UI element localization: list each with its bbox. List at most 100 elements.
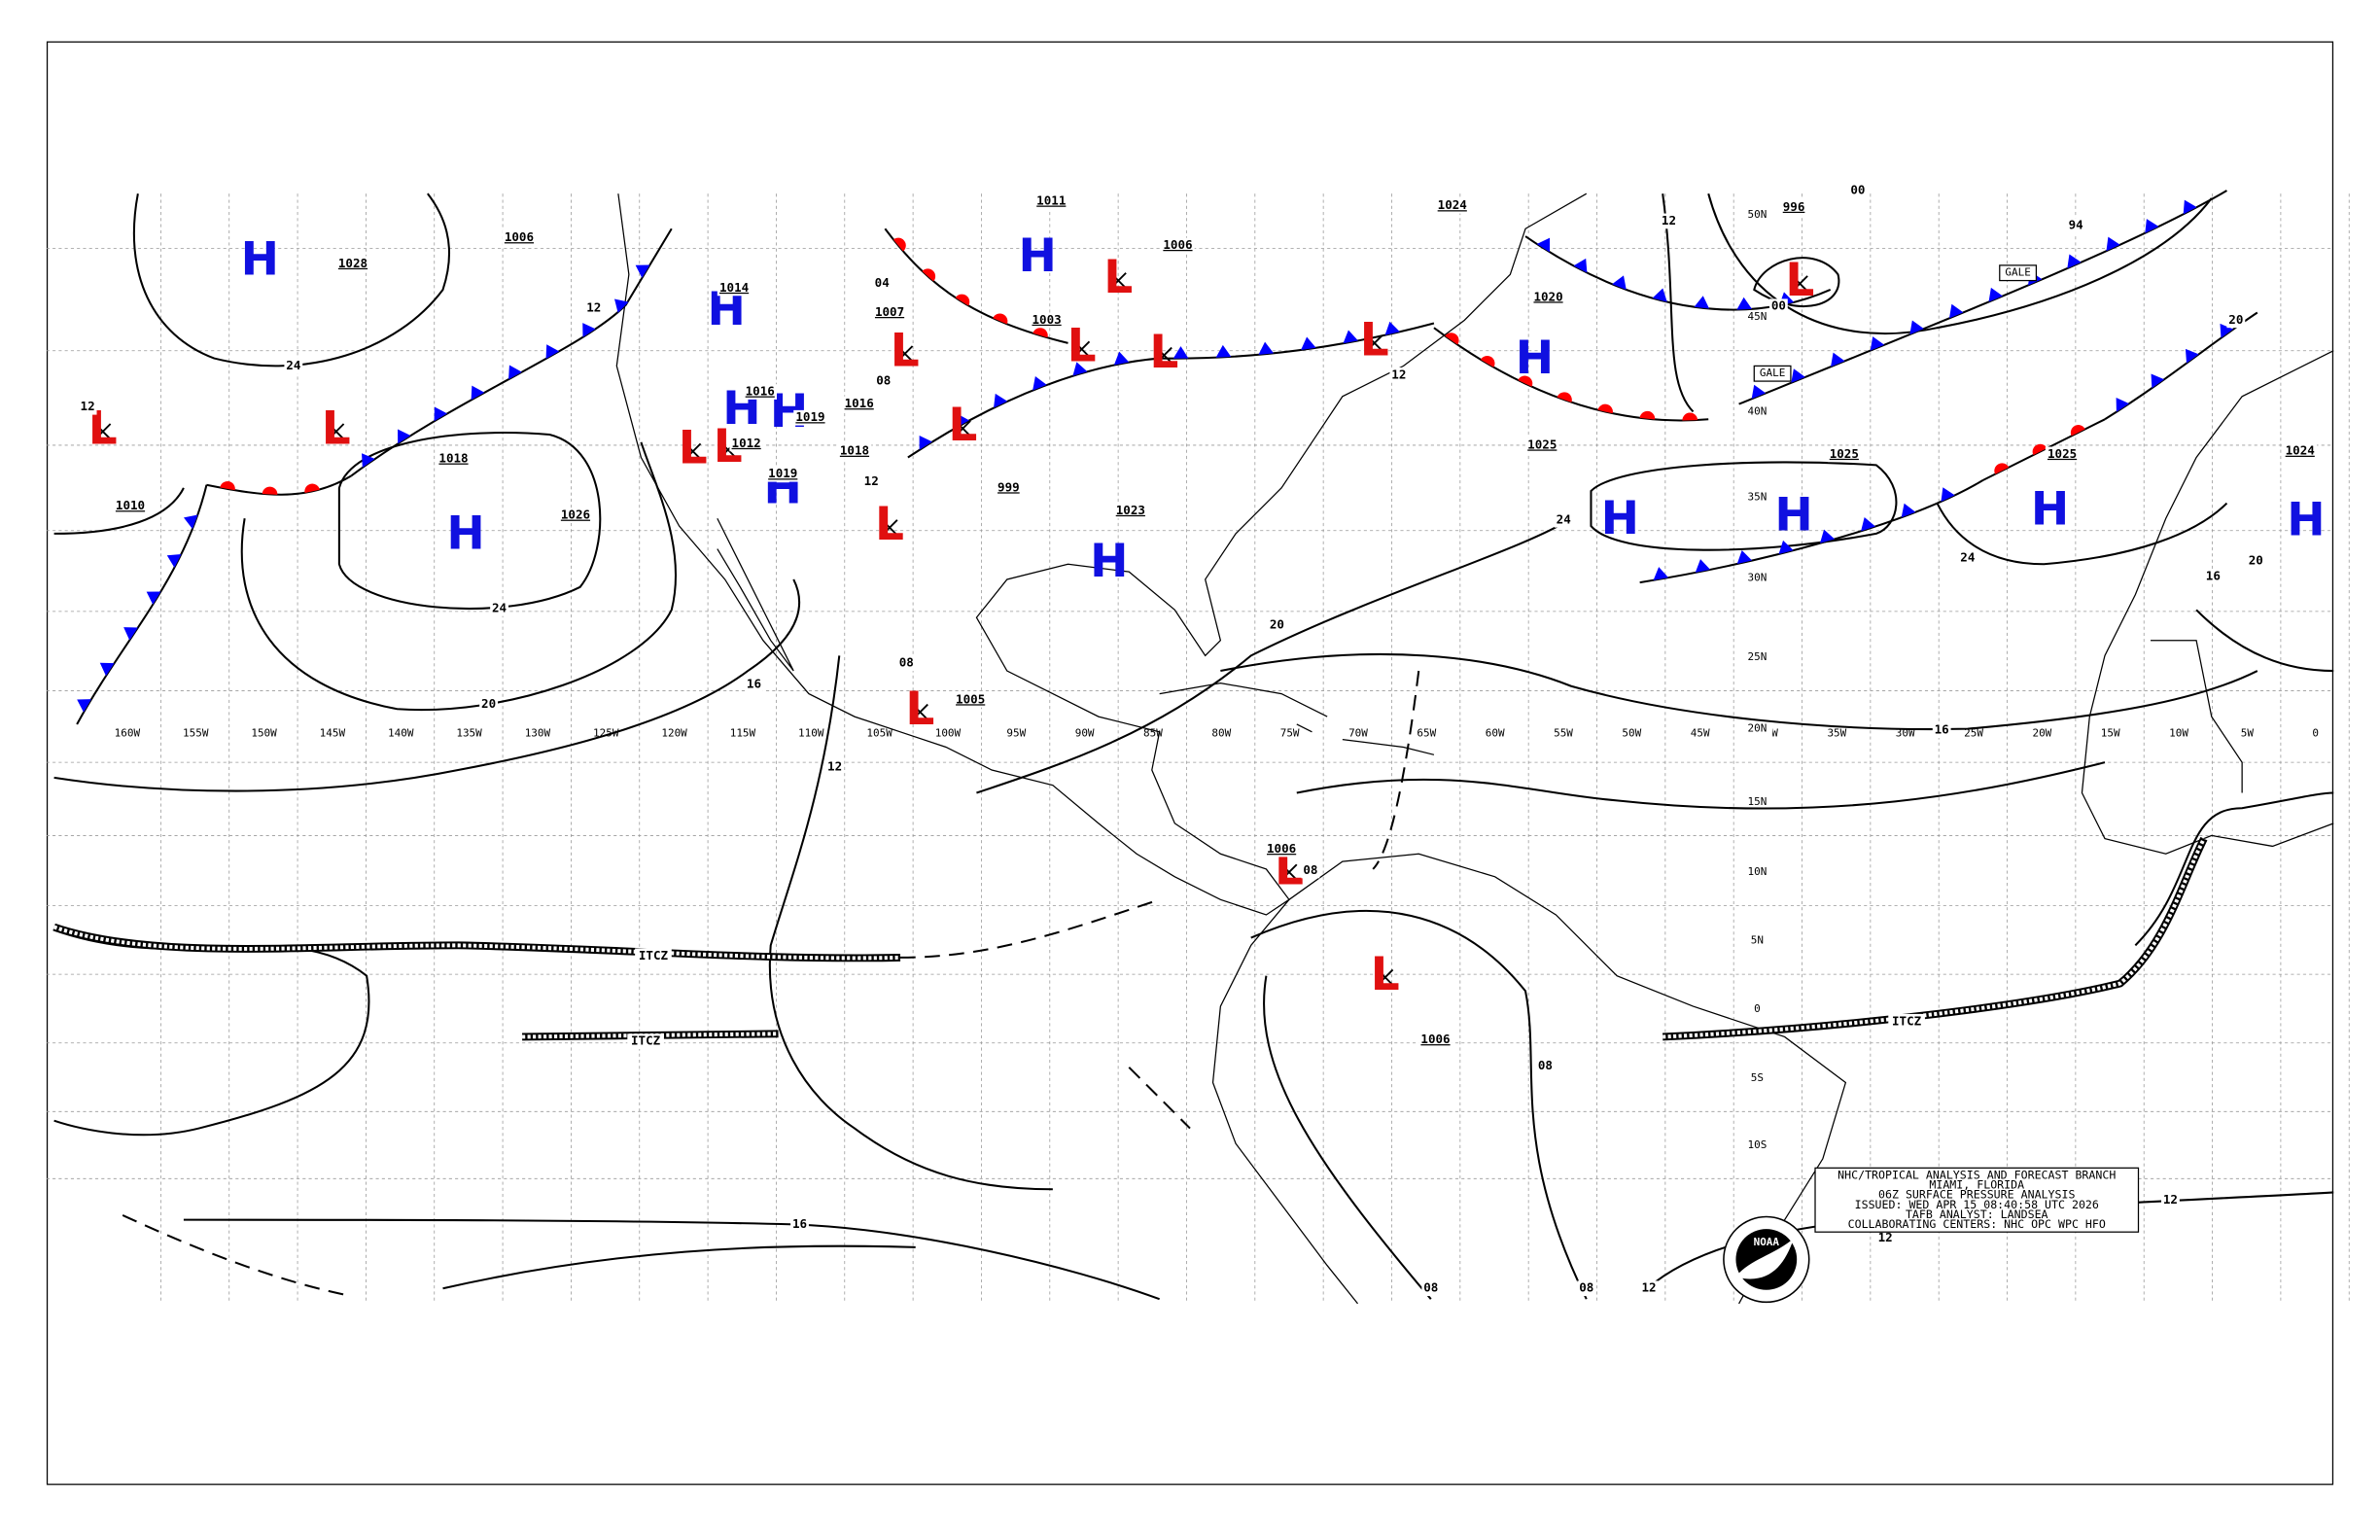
warm-front-pip <box>1994 463 2010 474</box>
pressure-label-bg <box>1034 193 1068 209</box>
itcz-label-bg <box>627 1033 664 1050</box>
gale-label: GALE <box>1760 367 1785 379</box>
isobar-label-bg <box>2066 218 2085 233</box>
cold-front-pip <box>1941 487 1955 502</box>
pressure-value: 996 <box>1783 199 1805 214</box>
cold-front-pip <box>1215 344 1232 358</box>
pressure-center: H <box>1601 492 1639 545</box>
trough <box>122 1214 352 1298</box>
isobar <box>1936 502 2228 566</box>
isobar-value: 12 <box>1662 213 1676 228</box>
warm-front-pip <box>220 481 235 491</box>
pressure-value: 1006 <box>1420 1032 1450 1046</box>
warm-front-pip <box>304 483 320 494</box>
isobar-value: 08 <box>1303 862 1317 877</box>
warm-front-pip <box>993 313 1008 325</box>
lon-label-bg <box>2300 725 2331 742</box>
isobar-label-bg <box>825 759 844 775</box>
lon-label-bg <box>727 725 758 742</box>
pressure-center: L <box>1103 251 1133 304</box>
low-center-x <box>881 519 898 537</box>
isobar-value: 20 <box>2249 553 2263 568</box>
lon-label-bg <box>863 725 895 742</box>
fronts <box>76 190 2258 725</box>
cold-front-pip <box>1819 529 1836 543</box>
lon-label: 95W <box>1006 726 1026 739</box>
lon-label-bg <box>248 725 280 742</box>
lon-label: 90W <box>1075 726 1095 739</box>
lat-label-bg <box>1741 403 1773 420</box>
isobar <box>1220 652 2258 731</box>
lon-label-bg <box>2026 725 2058 742</box>
isobar <box>1250 909 1588 1300</box>
africa-europe-coast <box>2081 350 2334 855</box>
low-center-x <box>896 345 914 363</box>
warm-front-pip <box>262 486 278 495</box>
lat-label-bg <box>1741 864 1773 880</box>
lon-label-bg <box>1616 725 1648 742</box>
isobar-label-bg <box>1768 298 1788 315</box>
pressure-label-bg <box>793 409 827 426</box>
pressure-value: 1018 <box>438 451 468 466</box>
lon-label-bg <box>2163 725 2194 742</box>
pressure-value: 1006 <box>505 229 534 244</box>
cold-front-pip <box>1172 346 1189 359</box>
cold-front-pip <box>1870 336 1885 351</box>
itcz-label: ITCZ <box>631 1033 661 1048</box>
pressure-label-bg <box>437 451 471 467</box>
lon-label: 80W <box>1211 726 1231 739</box>
pressure-value: 1018 <box>840 443 869 458</box>
pressure-center: L <box>1785 254 1814 307</box>
lon-label: 130W <box>525 726 551 739</box>
pressure-label-bg <box>1161 237 1195 254</box>
warm-front-pip <box>1445 332 1459 345</box>
isobar <box>183 1218 1160 1301</box>
pressure-label-bg <box>1435 197 1470 214</box>
pressure-value: 1024 <box>1438 197 1467 212</box>
itcz-label-bg <box>1888 1013 1925 1030</box>
cold-front-pip <box>1612 275 1627 290</box>
isobar-label-bg <box>1577 1280 1596 1297</box>
cold-front <box>907 357 1160 459</box>
isobar <box>337 432 602 611</box>
pressure-center: L <box>1149 326 1178 379</box>
cold-front-pip <box>1652 288 1667 302</box>
pressure-label-bg <box>1776 199 1811 216</box>
isobar-label-bg <box>1932 722 1951 739</box>
isobar-label-bg <box>1554 511 1573 528</box>
pressure-label-bg <box>1525 438 1559 453</box>
cold-front-pip <box>1343 330 1358 344</box>
pressure-value: 1019 <box>795 409 824 424</box>
isobar-value: 16 <box>747 677 761 691</box>
pressure-value: 1010 <box>116 498 145 512</box>
lon-label-bg <box>112 725 143 742</box>
trough <box>1128 1067 1191 1130</box>
isobar-value: 12 <box>1878 1230 1893 1244</box>
cold-front-pip <box>1113 351 1130 366</box>
isobar <box>240 441 678 712</box>
africa-border <box>2151 640 2243 793</box>
cold-front-pip <box>1695 559 1711 573</box>
lon-label-bg <box>1548 725 1579 742</box>
cold-front-pip <box>1736 297 1752 310</box>
lon-label: 135W <box>456 726 482 739</box>
cold-front-pip <box>1258 341 1275 355</box>
cold-front-pip <box>77 699 91 713</box>
low-center-x <box>1109 272 1127 290</box>
isobar-value: 16 <box>2206 568 2221 582</box>
title-line: TAFB ANALYST: LANDSEA <box>1906 1208 2048 1221</box>
gale-box <box>1999 264 2038 282</box>
cold-front-pip <box>1736 550 1753 564</box>
lat-label-bg <box>1741 1137 1773 1153</box>
isobar <box>976 517 1572 794</box>
pressure-label-bg <box>1030 312 1064 329</box>
lat-label: 20N <box>1748 722 1768 735</box>
pressure-label-bg <box>837 443 872 460</box>
isobar-value: 24 <box>1960 550 1975 565</box>
isobar-label-bg <box>790 1216 809 1233</box>
isobar <box>1296 761 2106 810</box>
low-center-x <box>1073 340 1091 358</box>
cold-front-pip <box>2106 236 2120 252</box>
lon-label-bg <box>1343 725 1374 742</box>
itcz-dashed <box>900 898 1160 959</box>
